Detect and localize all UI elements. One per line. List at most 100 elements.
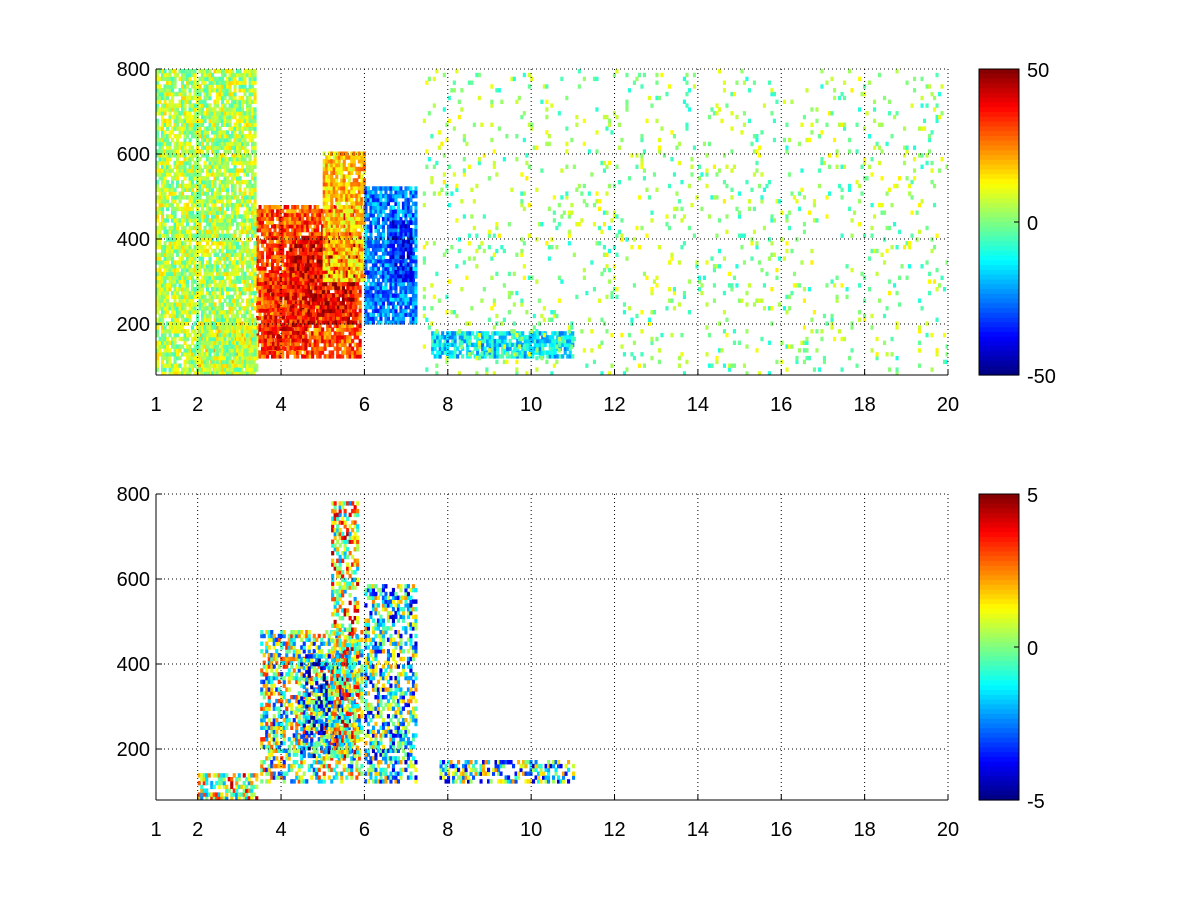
heatmap-cell — [276, 318, 280, 324]
heatmap-cell — [283, 346, 287, 351]
heatmap-cell — [289, 239, 293, 245]
heatmap-cell — [186, 302, 190, 307]
heatmap-cell — [481, 338, 485, 344]
heatmap-cell — [186, 214, 190, 219]
heatmap-cell — [360, 243, 364, 248]
heatmap-cell — [193, 183, 197, 189]
heatmap-cell — [303, 243, 307, 248]
heatmap-cell — [329, 255, 333, 260]
heatmap-cell — [358, 235, 362, 240]
heatmap-cell — [181, 107, 185, 112]
heatmap-cell — [173, 359, 177, 365]
heatmap-cell — [339, 304, 343, 310]
heatmap-cell — [324, 297, 328, 302]
heatmap-cell — [183, 95, 187, 101]
heatmap-cell — [168, 329, 172, 334]
heatmap-cell — [294, 334, 298, 339]
heatmap-cell — [448, 350, 452, 355]
heatmap-cell — [193, 76, 197, 82]
heatmap-cell — [406, 220, 410, 225]
heatmap-cell — [178, 344, 182, 349]
heatmap-cell — [161, 179, 165, 185]
heatmap-cell — [215, 325, 219, 330]
heatmap-cell — [291, 299, 295, 305]
heatmap-cell — [173, 103, 177, 108]
heatmap-cell — [483, 346, 487, 351]
heatmap-cell — [286, 284, 290, 289]
heatmap-cell — [399, 235, 403, 240]
heatmap-cell — [193, 118, 197, 124]
heatmap-cell — [256, 239, 260, 244]
heatmap-cell — [516, 338, 520, 344]
heatmap-cell — [286, 212, 290, 218]
heatmap-cell — [281, 250, 285, 256]
heatmap-cell — [369, 239, 373, 245]
heatmap-cell — [263, 224, 267, 229]
heatmap-cell — [258, 239, 262, 244]
heatmap-cell — [304, 334, 308, 339]
heatmap-cell — [168, 367, 172, 372]
heatmap-cell — [341, 350, 345, 355]
heatmap-cell — [291, 239, 295, 245]
heatmap-cell — [196, 225, 200, 231]
heatmap-cell — [330, 170, 334, 175]
heatmap-cell — [355, 197, 359, 202]
heatmap-cell — [453, 342, 457, 348]
heatmap-cell — [352, 193, 356, 198]
heatmap-cell — [163, 69, 167, 74]
heatmap-cell — [399, 243, 403, 248]
heatmap-cell — [349, 293, 353, 298]
heatmap-cell — [163, 302, 167, 307]
heatmap-cell — [386, 301, 390, 306]
heatmap-cell — [255, 348, 259, 353]
heatmap-cell — [258, 227, 262, 233]
heatmap-cell — [342, 208, 346, 214]
heatmap-cell — [186, 359, 190, 365]
heatmap-cell — [313, 224, 317, 229]
heatmap-cell — [281, 235, 285, 240]
heatmap-cell — [389, 247, 393, 252]
heatmap-cell — [178, 130, 182, 135]
heatmap-cell — [358, 323, 362, 328]
heatmap-cell — [330, 189, 334, 195]
heatmap-cell — [406, 262, 410, 267]
heatmap-cell — [161, 298, 165, 303]
heatmap-cell — [186, 99, 190, 104]
heatmap-cell — [161, 233, 165, 238]
heatmap-cell — [342, 197, 346, 202]
heatmap-cell — [531, 335, 535, 340]
heatmap-cell — [286, 292, 290, 297]
heatmap-cell — [176, 195, 180, 200]
heatmap-cell — [176, 355, 180, 361]
heatmap-cell — [340, 185, 344, 191]
heatmap-cell — [193, 237, 197, 242]
heatmap-cell — [158, 172, 162, 177]
heatmap-cell — [451, 335, 455, 340]
heatmap-cell — [356, 312, 360, 317]
heatmap-cell — [516, 342, 520, 348]
heatmap-cell — [356, 323, 360, 328]
heatmap-cell — [401, 243, 405, 248]
heatmap-cell — [325, 273, 329, 279]
heatmap-cell — [364, 312, 368, 317]
heatmap-cell — [183, 122, 187, 127]
heatmap-cell — [163, 199, 167, 204]
heatmap-cell — [376, 293, 380, 298]
heatmap-cell — [330, 273, 334, 279]
heatmap-cell — [313, 231, 317, 237]
heatmap-cell — [191, 210, 195, 215]
heatmap-cell — [347, 247, 351, 252]
heatmap-cell — [186, 260, 190, 265]
heatmap-cell — [473, 342, 477, 348]
heatmap-cell — [264, 338, 268, 343]
heatmap-cell — [196, 179, 200, 185]
heatmap-cell — [156, 359, 160, 365]
heatmap-cell — [328, 208, 332, 214]
heatmap-cell — [381, 193, 385, 199]
heatmap-cell — [433, 354, 437, 359]
heatmap-cell — [391, 213, 395, 218]
heatmap-cell — [268, 304, 272, 309]
heatmap-cell — [399, 320, 403, 325]
heatmap-cell — [183, 336, 187, 342]
heatmap-cell — [364, 301, 368, 306]
